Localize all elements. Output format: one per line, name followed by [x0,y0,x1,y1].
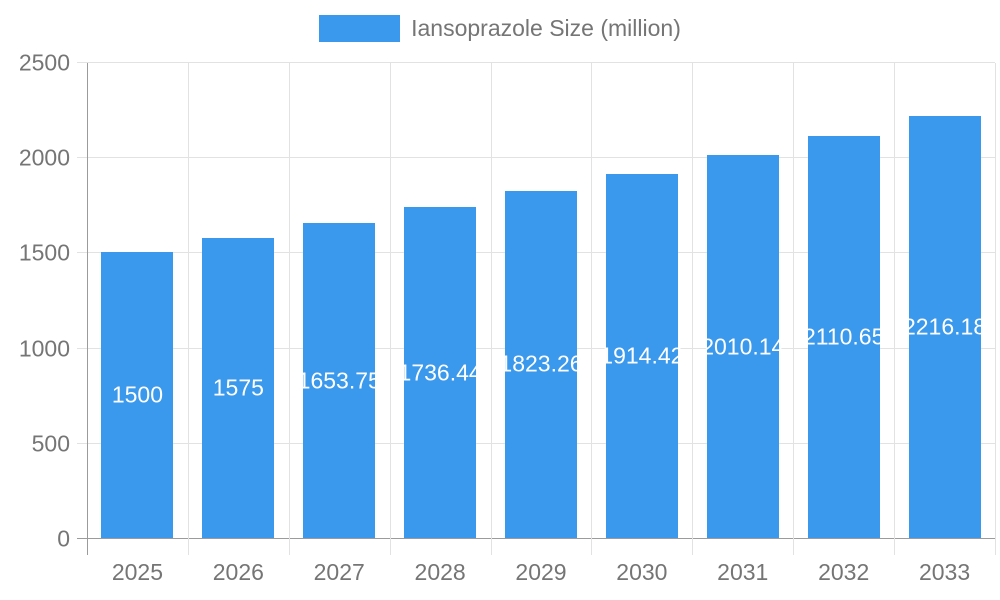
bar-2031[interactable]: 2010.14 [701,155,784,538]
v-gridline [187,63,189,555]
x-axis-baseline [77,538,995,539]
x-tick-label: 2033 [918,559,971,585]
bar-value-label: 1500 [111,381,164,408]
legend-item[interactable]: Iansoprazole Size (million) [0,13,1000,43]
x-tick-label: 2032 [818,559,870,585]
bar-2029[interactable]: 1823.26 [499,190,583,538]
y-tick-label: 1000 [18,335,70,362]
bar-2033[interactable]: 2216.18 [903,116,986,538]
x-tick-label: 2029 [515,559,567,585]
y-tick-label: 1500 [18,239,70,266]
x-tick-label: 2030 [616,559,668,585]
bar-value-label: 1575 [212,374,264,401]
bar-value-label: 2110.65 [802,323,885,350]
bar-2025[interactable]: 1500 [101,252,174,538]
y-axis-line [87,63,88,555]
legend-label: Iansoprazole Size (million) [411,14,681,41]
v-gridline [894,63,896,555]
bar-value-label: 1914.42 [600,342,684,369]
y-tick-label: 0 [57,525,70,552]
v-gridline [288,63,290,555]
v-gridline [793,63,795,555]
x-tick-label: 2031 [717,559,769,585]
bar-2026[interactable]: 1575 [202,238,275,538]
bar-value-label: 1823.26 [499,350,583,377]
plot-area: 1500 1575 1653.75 1736.44 1823.26 1914.42 2010… [77,62,996,555]
bar-value-label: 1653.75 [297,367,381,394]
bar-2032[interactable]: 2110.65 [803,136,884,538]
x-tick-label: 2028 [414,559,466,585]
h-gridline [77,62,995,63]
x-tick-label: 2027 [313,559,365,585]
bar-value-label: 1736.44 [398,359,482,386]
bar-2030[interactable]: 1914.42 [600,173,683,538]
x-axis: 2025 2026 2027 2028 2029 2030 2031 2032 2033 [87,561,995,591]
v-gridline [490,63,492,555]
x-tick-label: 2025 [111,559,164,585]
bar-2028[interactable]: 1736.44 [399,207,482,538]
v-gridline [591,63,593,555]
v-gridline [995,63,996,555]
legend-swatch-icon [319,14,401,42]
v-gridline [389,63,391,555]
y-tick-label: 2000 [18,144,70,171]
y-axis: 0 500 1000 1500 2000 2500 [0,51,70,550]
x-tick-label: 2026 [212,559,264,585]
bar-2027[interactable]: 1653.75 [298,223,381,538]
y-tick-label: 2500 [18,49,70,76]
h-gridline [77,157,995,159]
bar-value-label: 2010.14 [701,333,785,360]
bar-value-label: 2216.18 [902,313,987,340]
y-tick-label: 500 [31,430,70,457]
v-gridline [692,63,694,555]
